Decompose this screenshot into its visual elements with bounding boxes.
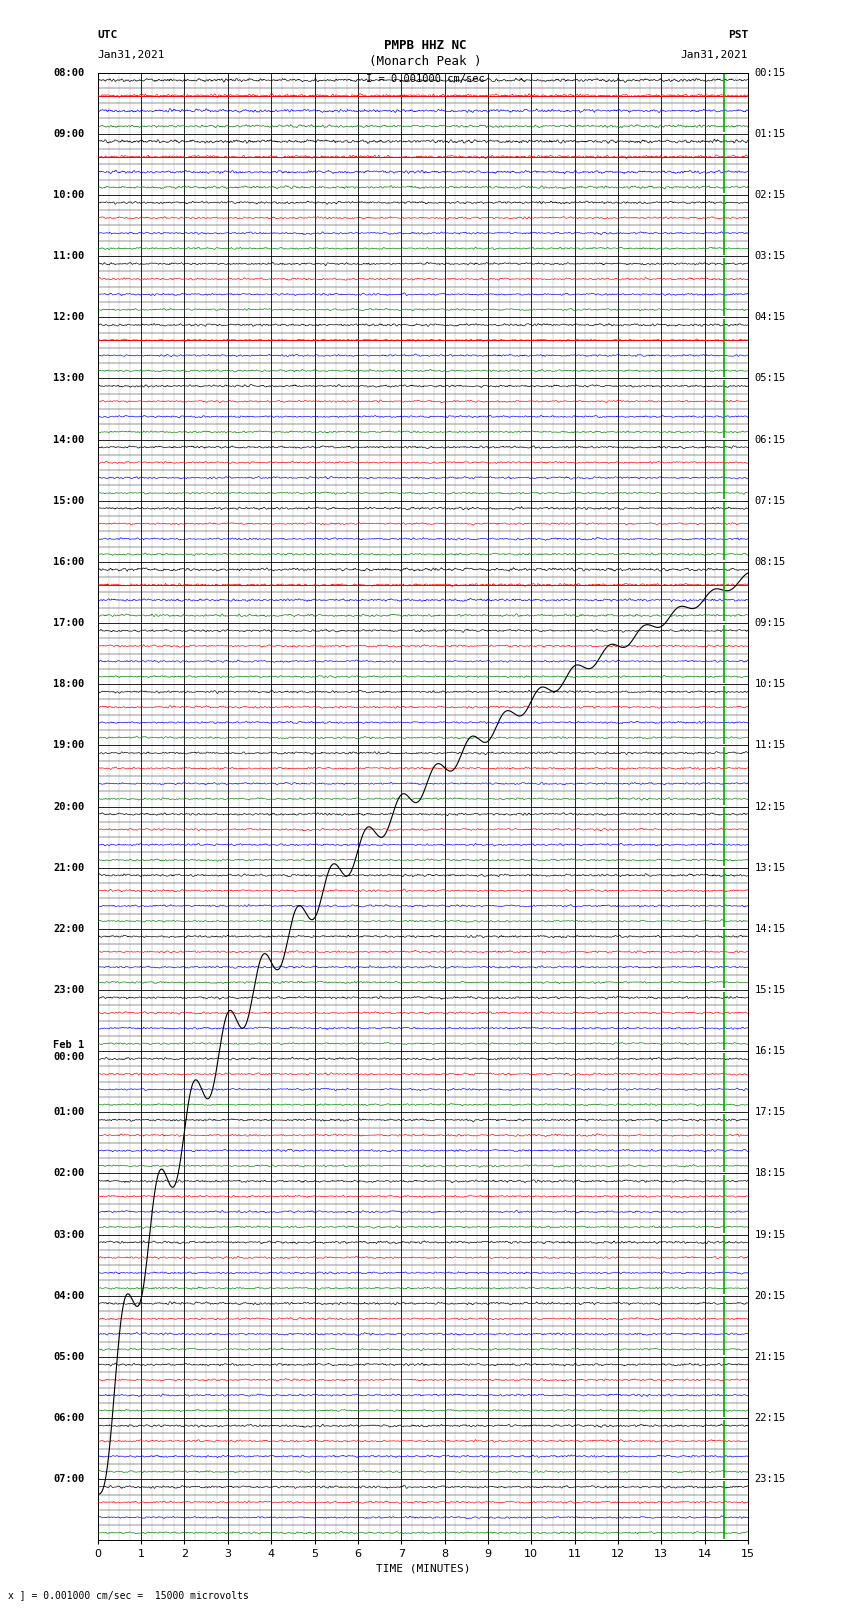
Text: 19:00: 19:00 [54, 740, 85, 750]
Text: 22:15: 22:15 [755, 1413, 785, 1423]
Text: 09:00: 09:00 [54, 129, 85, 139]
Text: 20:15: 20:15 [755, 1290, 785, 1300]
Text: 15:15: 15:15 [755, 986, 785, 995]
Text: 08:00: 08:00 [54, 68, 85, 77]
Text: 22:00: 22:00 [54, 924, 85, 934]
Text: 17:15: 17:15 [755, 1107, 785, 1118]
Text: 06:15: 06:15 [755, 434, 785, 445]
Text: I = 0.001000 cm/sec: I = 0.001000 cm/sec [366, 74, 484, 84]
Text: 09:15: 09:15 [755, 618, 785, 627]
Text: 18:00: 18:00 [54, 679, 85, 689]
Text: UTC: UTC [98, 31, 118, 40]
Text: 00:15: 00:15 [755, 68, 785, 77]
Text: 16:15: 16:15 [755, 1047, 785, 1057]
Text: 04:15: 04:15 [755, 313, 785, 323]
Text: 12:00: 12:00 [54, 313, 85, 323]
Text: 03:15: 03:15 [755, 252, 785, 261]
X-axis label: TIME (MINUTES): TIME (MINUTES) [376, 1563, 470, 1574]
Text: 21:15: 21:15 [755, 1352, 785, 1361]
Text: Jan31,2021: Jan31,2021 [98, 50, 165, 60]
Text: 19:15: 19:15 [755, 1229, 785, 1240]
Text: 18:15: 18:15 [755, 1168, 785, 1179]
Text: PST: PST [728, 31, 748, 40]
Text: Feb 1
00:00: Feb 1 00:00 [54, 1040, 85, 1061]
Text: 05:00: 05:00 [54, 1352, 85, 1361]
Text: 15:00: 15:00 [54, 495, 85, 506]
Text: 14:00: 14:00 [54, 434, 85, 445]
Text: 17:00: 17:00 [54, 618, 85, 627]
Text: 05:15: 05:15 [755, 373, 785, 384]
Text: 10:15: 10:15 [755, 679, 785, 689]
Text: 10:00: 10:00 [54, 190, 85, 200]
Text: 16:00: 16:00 [54, 556, 85, 566]
Text: x ] = 0.001000 cm/sec =  15000 microvolts: x ] = 0.001000 cm/sec = 15000 microvolts [8, 1590, 249, 1600]
Text: 23:00: 23:00 [54, 986, 85, 995]
Text: 02:00: 02:00 [54, 1168, 85, 1179]
Text: 02:15: 02:15 [755, 190, 785, 200]
Text: 07:15: 07:15 [755, 495, 785, 506]
Text: 03:00: 03:00 [54, 1229, 85, 1240]
Text: 13:00: 13:00 [54, 373, 85, 384]
Text: 07:00: 07:00 [54, 1474, 85, 1484]
Text: 11:15: 11:15 [755, 740, 785, 750]
Text: Jan31,2021: Jan31,2021 [681, 50, 748, 60]
Text: PMPB HHZ NC: PMPB HHZ NC [383, 39, 467, 52]
Text: 14:15: 14:15 [755, 924, 785, 934]
Text: 13:15: 13:15 [755, 863, 785, 873]
Text: 23:15: 23:15 [755, 1474, 785, 1484]
Text: 01:15: 01:15 [755, 129, 785, 139]
Text: 12:15: 12:15 [755, 802, 785, 811]
Text: 08:15: 08:15 [755, 556, 785, 566]
Text: 01:00: 01:00 [54, 1107, 85, 1118]
Text: 06:00: 06:00 [54, 1413, 85, 1423]
Text: (Monarch Peak ): (Monarch Peak ) [369, 55, 481, 68]
Text: 21:00: 21:00 [54, 863, 85, 873]
Text: 11:00: 11:00 [54, 252, 85, 261]
Text: 20:00: 20:00 [54, 802, 85, 811]
Text: 04:00: 04:00 [54, 1290, 85, 1300]
